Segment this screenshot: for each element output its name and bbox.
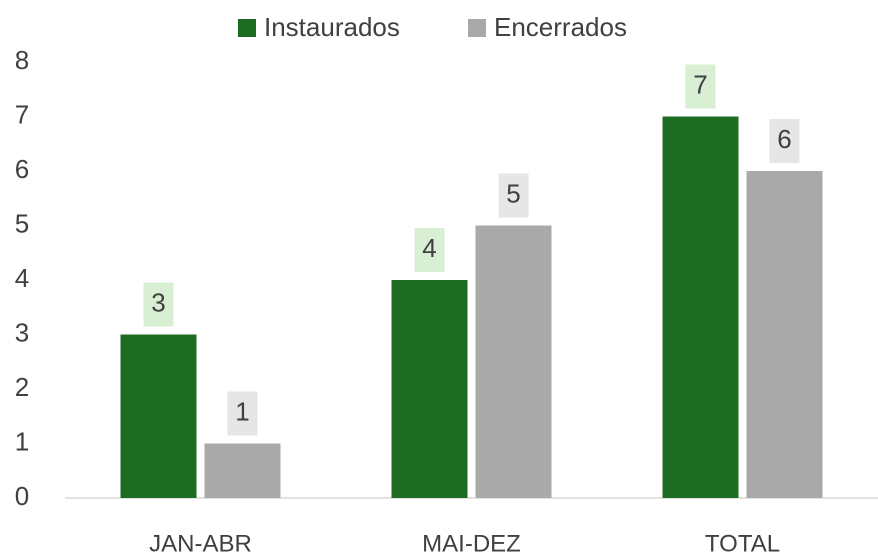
bar [475, 225, 552, 498]
data-label: 1 [235, 396, 249, 426]
bar [391, 280, 468, 498]
y-tick-label: 0 [15, 481, 29, 511]
data-label-bg [414, 228, 445, 272]
legend-swatch [238, 19, 256, 37]
bar [204, 443, 281, 498]
data-label: 6 [777, 124, 791, 154]
data-label: 4 [422, 233, 436, 263]
x-tick-label: JAN-ABR [149, 530, 252, 557]
data-label-bg [498, 173, 529, 218]
y-tick-label: 8 [15, 45, 29, 75]
bar [746, 171, 823, 498]
data-label: 3 [151, 287, 165, 317]
legend-label: Encerrados [494, 12, 627, 42]
y-tick-label: 7 [15, 99, 29, 129]
y-tick-label: 2 [15, 372, 29, 402]
data-label-bg [227, 391, 258, 436]
y-tick-label: 5 [15, 208, 29, 238]
legend-label: Instaurados [264, 12, 400, 42]
y-tick-label: 1 [15, 426, 29, 456]
y-tick-label: 4 [15, 263, 29, 293]
legend-swatch [468, 19, 486, 37]
data-label-bg [769, 119, 800, 163]
data-label-bg [685, 64, 716, 109]
data-label: 5 [506, 178, 520, 208]
x-tick-label: TOTAL [705, 530, 780, 557]
bar [120, 334, 197, 498]
bar [662, 116, 739, 498]
y-tick-label: 3 [15, 317, 29, 347]
data-label-bg [143, 282, 174, 327]
x-tick-label: MAI-DEZ [422, 530, 521, 557]
data-label: 7 [693, 69, 707, 99]
y-tick-label: 6 [15, 154, 29, 184]
